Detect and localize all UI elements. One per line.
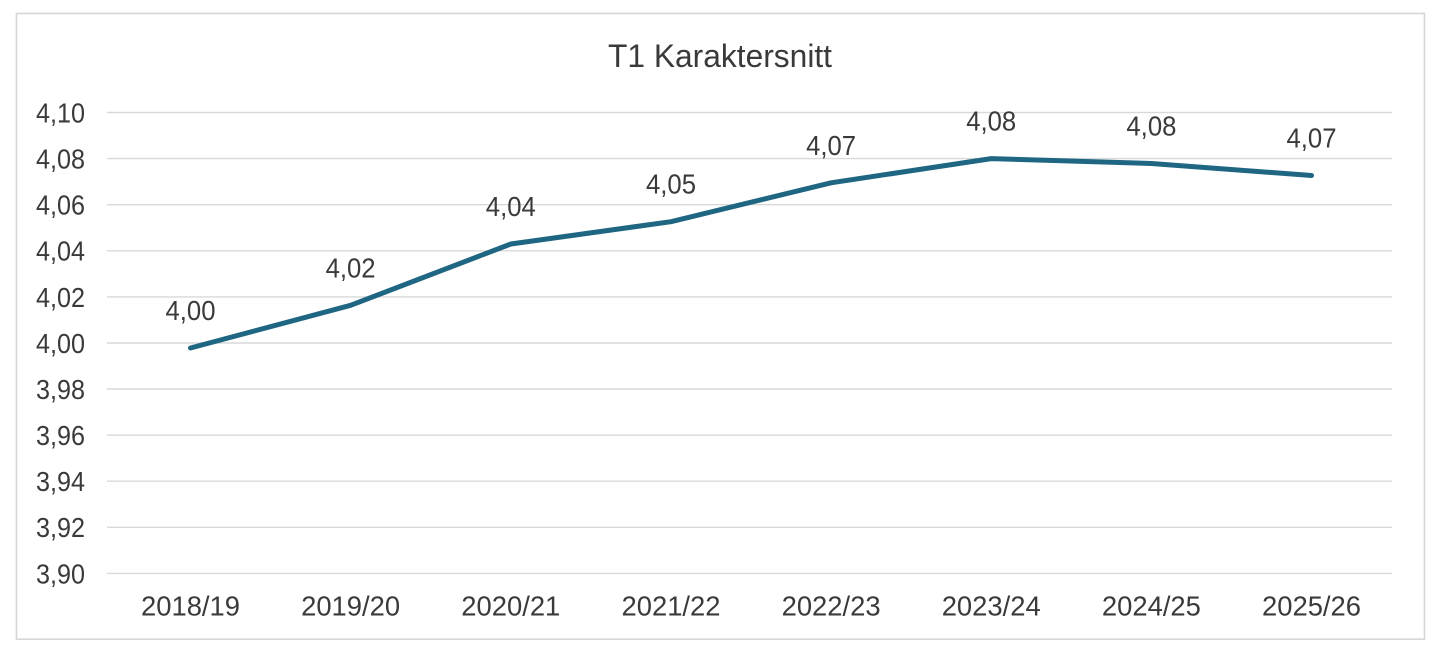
svg-text:2021/22: 2021/22 — [622, 590, 721, 621]
svg-text:3,98: 3,98 — [36, 374, 85, 405]
svg-text:4,10: 4,10 — [36, 97, 85, 128]
svg-text:4,06: 4,06 — [36, 190, 85, 221]
svg-text:4,05: 4,05 — [646, 169, 696, 200]
svg-text:4,08: 4,08 — [1126, 111, 1176, 142]
svg-text:3,94: 3,94 — [36, 466, 85, 497]
svg-text:2022/23: 2022/23 — [782, 590, 881, 621]
svg-text:4,00: 4,00 — [166, 295, 216, 326]
svg-text:4,02: 4,02 — [326, 252, 376, 283]
svg-text:2018/19: 2018/19 — [141, 590, 240, 621]
svg-text:4,08: 4,08 — [966, 106, 1016, 137]
svg-text:2025/26: 2025/26 — [1262, 590, 1361, 621]
svg-text:4,00: 4,00 — [36, 328, 85, 359]
svg-text:3,92: 3,92 — [36, 512, 85, 543]
svg-text:4,02: 4,02 — [36, 282, 85, 313]
svg-text:3,90: 3,90 — [36, 558, 85, 589]
svg-text:2024/25: 2024/25 — [1102, 590, 1201, 621]
svg-text:4,08: 4,08 — [36, 144, 85, 175]
svg-text:2023/24: 2023/24 — [942, 590, 1041, 621]
svg-text:4,04: 4,04 — [486, 191, 536, 222]
svg-text:3,96: 3,96 — [36, 420, 85, 451]
svg-text:T1 Karaktersnitt: T1 Karaktersnitt — [608, 38, 832, 74]
svg-text:4,04: 4,04 — [36, 236, 85, 267]
svg-text:4,07: 4,07 — [1287, 123, 1337, 154]
svg-text:2020/21: 2020/21 — [461, 590, 560, 621]
svg-text:2019/20: 2019/20 — [301, 590, 400, 621]
svg-text:4,07: 4,07 — [806, 130, 856, 161]
